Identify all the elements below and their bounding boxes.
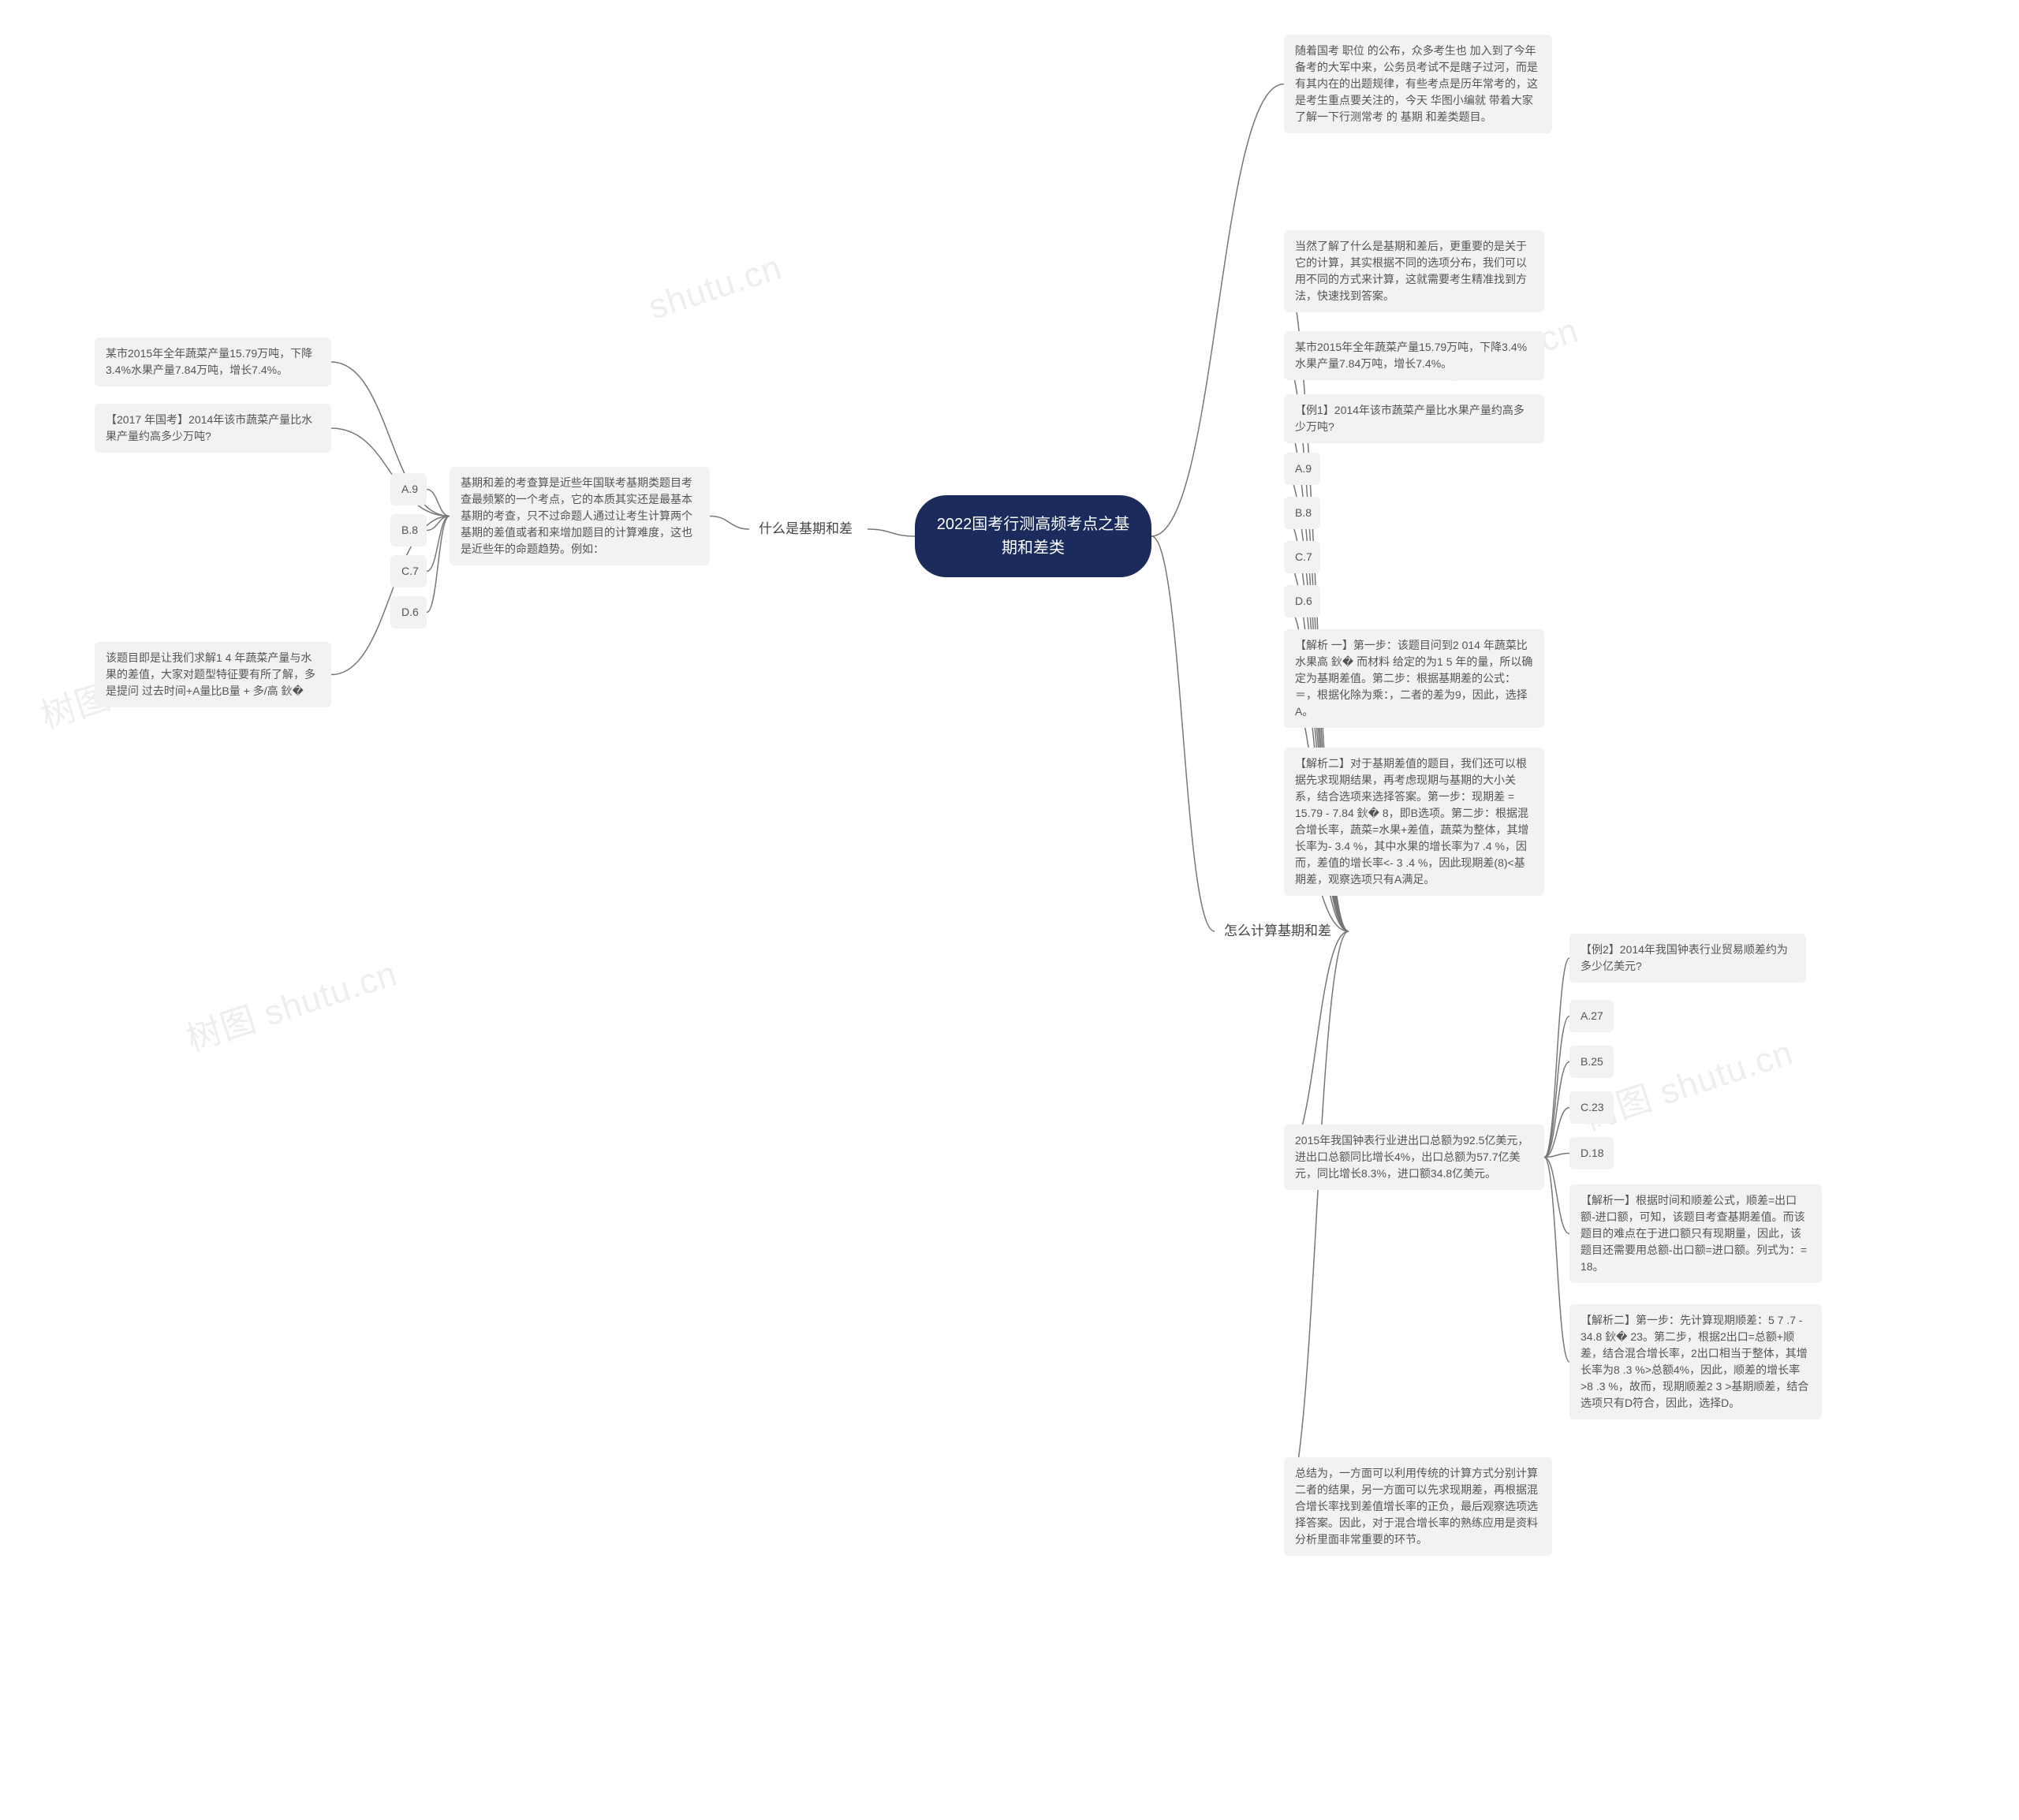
how-summary: 总结为，一方面可以利用传统的计算方式分别计算二者的结果，另一方面可以先求现期差，…	[1284, 1457, 1552, 1556]
watermark: shutu.cn	[644, 248, 787, 327]
branch-how: 怎么计算基期和差	[1215, 915, 1349, 948]
ex2-opt-a: A.27	[1569, 1000, 1614, 1032]
how-ex: 某市2015年全年蔬菜产量15.79万吨，下降3.4%水果产量7.84万吨，增长…	[1284, 331, 1544, 380]
what-main: 基期和差的考查算是近些年国联考基期类题目考查最频繁的一个考点，它的本质其实还是最…	[450, 467, 710, 565]
ex2-opt-c: C.23	[1569, 1091, 1614, 1124]
how-opt-c: C.7	[1284, 541, 1320, 573]
how-opt-d: D.6	[1284, 585, 1320, 617]
ex2-opt-d: D.18	[1569, 1137, 1614, 1169]
how-opt-b: B.8	[1284, 497, 1320, 529]
mindmap-canvas: 2022国考行测高频考点之基期和差类 什么是基期和差 怎么计算基期和差 随着国考…	[0, 0, 2019, 1820]
how-q: 【例1】2014年该市蔬菜产量比水果产量约高多少万吨?	[1284, 394, 1544, 443]
connectors-layer	[0, 0, 2019, 1820]
what-opt-c: C.7	[390, 555, 427, 587]
what-ex: 某市2015年全年蔬菜产量15.79万吨，下降3.4%水果产量7.84万吨，增长…	[95, 338, 331, 386]
what-opt-b: B.8	[390, 514, 427, 546]
ex2-analysis-2: 【解析二】第一步：先计算现期顺差：5 7 .7 - 34.8 鈥� 23。第二步…	[1569, 1304, 1822, 1419]
how-analysis-1: 【解析 一】第一步：该题目问到2 014 年蔬菜比水果高 鈥� 而材料 给定的为…	[1284, 629, 1544, 728]
how-ex2: 2015年我国钟表行业进出口总额为92.5亿美元，进出口总额同比增长4%，出口总…	[1284, 1124, 1544, 1190]
what-opt-d: D.6	[390, 596, 427, 628]
how-intro: 当然了解了什么是基期和差后，更重要的是关于它的计算，其实根据不同的选项分布，我们…	[1284, 230, 1544, 312]
root-node: 2022国考行测高频考点之基期和差类	[915, 495, 1151, 577]
ex2-q: 【例2】2014年我国钟表行业贸易顺差约为多少亿美元?	[1569, 934, 1806, 983]
what-exp: 该题目即是让我们求解1 4 年蔬菜产量与水果的差值，大家对题型特征要有所了解，多…	[95, 642, 331, 707]
how-analysis-2: 【解析二】对于基期差值的题目，我们还可以根据先求现期结果，再考虑现期与基期的大小…	[1284, 748, 1544, 896]
ex2-opt-b: B.25	[1569, 1046, 1614, 1078]
what-opt-a: A.9	[390, 473, 427, 505]
ex2-analysis-1: 【解析一】根据时间和顺差公式，顺差=出口额-进口额，可知，该题目考查基期差值。而…	[1569, 1184, 1822, 1283]
how-opt-a: A.9	[1284, 453, 1320, 485]
intro-box: 随着国考 职位 的公布，众多考生也 加入到了今年备考的大军中来，公务员考试不是瞎…	[1284, 35, 1552, 133]
what-q: 【2017 年国考】2014年该市蔬菜产量比水果产量约高多少万吨?	[95, 404, 331, 453]
watermark: 树图 shutu.cn	[179, 945, 403, 1061]
branch-what: 什么是基期和差	[749, 513, 868, 546]
